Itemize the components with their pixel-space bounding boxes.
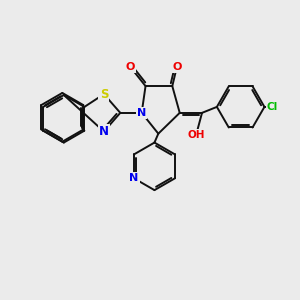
Text: Cl: Cl <box>267 102 278 112</box>
Text: N: N <box>99 125 109 138</box>
Text: N: N <box>129 173 139 183</box>
Text: N: N <box>137 108 146 118</box>
Text: S: S <box>100 88 108 100</box>
Text: O: O <box>126 62 135 72</box>
Text: O: O <box>172 62 182 72</box>
Text: OH: OH <box>187 130 205 140</box>
